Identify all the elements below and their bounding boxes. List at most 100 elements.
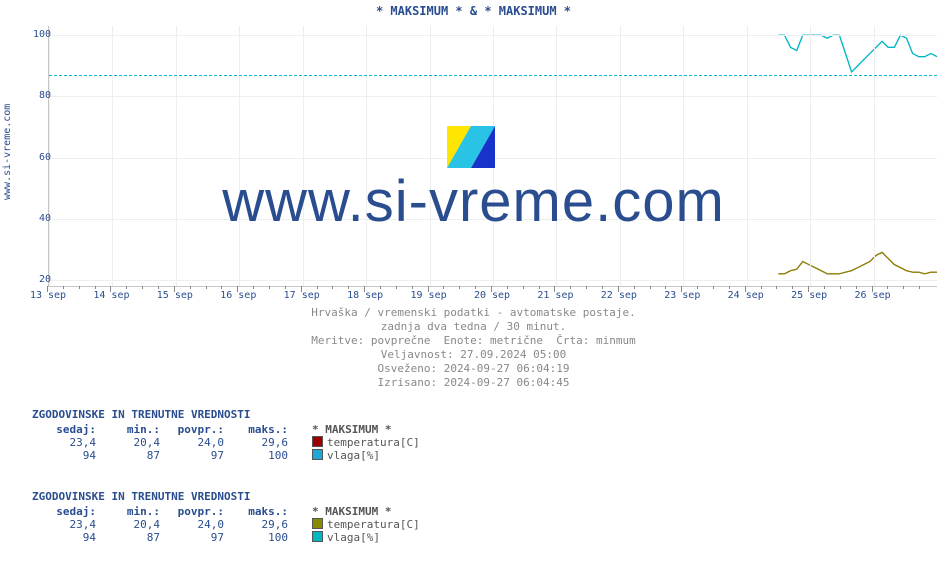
y-tick-label: 60 (11, 152, 51, 163)
legend-swatch-icon (312, 449, 323, 460)
stats-col-header: maks.: (224, 505, 288, 518)
meta-line-validity: Veljavnost: 27.09.2024 05:00 (0, 348, 947, 362)
stats-cell: 23,4 (32, 436, 96, 449)
x-minor-tick (142, 286, 143, 289)
stats-col-header: min.: (96, 505, 160, 518)
grid-vline (176, 26, 177, 286)
stats-cell: 100 (224, 449, 288, 462)
grid-vline (430, 26, 431, 286)
grid-vline (366, 26, 367, 286)
stats-cell: 94 (32, 449, 96, 462)
stats-cell: 23,4 (32, 518, 96, 531)
x-minor-tick (586, 286, 587, 289)
x-minor-tick (206, 286, 207, 289)
grid-vline (620, 26, 621, 286)
x-minor-tick (253, 286, 254, 289)
stats-table: sedaj:min.:povpr.:maks.:* MAKSIMUM *23,4… (32, 423, 420, 462)
x-tick-label: 24 sep (728, 290, 764, 301)
x-minor-tick (602, 286, 603, 289)
chart-plot-area (48, 26, 937, 287)
legend-title: * MAKSIMUM * (288, 423, 420, 436)
x-tick-label: 26 sep (855, 290, 891, 301)
x-tick-label: 21 sep (537, 290, 573, 301)
stats-col-header: povpr.: (160, 423, 224, 436)
x-minor-tick (396, 286, 397, 289)
legend-swatch-icon (312, 518, 323, 529)
x-minor-tick (459, 286, 460, 289)
x-tick-label: 20 sep (474, 290, 510, 301)
stats-heading: ZGODOVINSKE IN TRENUTNE VREDNOSTI (32, 490, 420, 503)
stats-table: sedaj:min.:povpr.:maks.:* MAKSIMUM *23,4… (32, 505, 420, 544)
x-minor-tick (840, 286, 841, 289)
stats-cell: 97 (160, 449, 224, 462)
x-minor-tick (697, 286, 698, 289)
series-temperatura_2 (778, 252, 937, 273)
x-minor-tick (761, 286, 762, 289)
x-minor-tick (79, 286, 80, 289)
x-minor-tick (713, 286, 714, 289)
stats-cell: 20,4 (96, 436, 160, 449)
chart-meta-block: Hrvaška / vremenski podatki - avtomatske… (0, 306, 947, 390)
x-minor-tick (824, 286, 825, 289)
x-minor-tick (285, 286, 286, 289)
table-row: 23,420,424,029,6temperatura[C] (32, 436, 420, 449)
x-tick-label: 17 sep (284, 290, 320, 301)
x-tick-label: 15 sep (157, 290, 193, 301)
x-minor-tick (126, 286, 127, 289)
grid-vline (303, 26, 304, 286)
x-minor-tick (380, 286, 381, 289)
x-tick-label: 23 sep (664, 290, 700, 301)
y-tick-label: 80 (11, 90, 51, 101)
x-minor-tick (332, 286, 333, 289)
stats-col-header: sedaj: (32, 423, 96, 436)
grid-vline (747, 26, 748, 286)
grid-vline (556, 26, 557, 286)
stats-col-header: maks.: (224, 423, 288, 436)
stats-heading: ZGODOVINSKE IN TRENUTNE VREDNOSTI (32, 408, 420, 421)
x-tick-label: 22 sep (601, 290, 637, 301)
x-minor-tick (412, 286, 413, 289)
x-minor-tick (190, 286, 191, 289)
x-minor-tick (650, 286, 651, 289)
x-tick-label: 25 sep (791, 290, 827, 301)
x-tick-label: 16 sep (220, 290, 256, 301)
x-minor-tick (792, 286, 793, 289)
stats-cell: 87 (96, 449, 160, 462)
x-tick-label: 18 sep (347, 290, 383, 301)
grid-vline (239, 26, 240, 286)
x-minor-tick (317, 286, 318, 289)
stats-cell: 24,0 (160, 436, 224, 449)
reference-line (49, 75, 937, 76)
meta-line-measures: Meritve: povprečne Enote: metrične Črta:… (0, 334, 947, 348)
x-minor-tick (856, 286, 857, 289)
x-minor-tick (443, 286, 444, 289)
y-tick-label: 20 (11, 274, 51, 285)
x-minor-tick (221, 286, 222, 289)
meta-line-source: Hrvaška / vremenski podatki - avtomatske… (0, 306, 947, 320)
x-tick-label: 13 sep (30, 290, 66, 301)
stats-cell: 100 (224, 531, 288, 544)
x-tick-label: 14 sep (93, 290, 129, 301)
x-tick-label: 19 sep (411, 290, 447, 301)
meta-line-refreshed: Osveženo: 2024-09-27 06:04:19 (0, 362, 947, 376)
x-minor-tick (665, 286, 666, 289)
legend-item: vlaga[%] (288, 449, 420, 462)
stats-cell: 24,0 (160, 518, 224, 531)
grid-vline (493, 26, 494, 286)
x-minor-tick (919, 286, 920, 289)
meta-line-period: zadnja dva tedna / 30 minut. (0, 320, 947, 334)
x-minor-tick (634, 286, 635, 289)
x-minor-tick (95, 286, 96, 289)
legend-swatch-icon (312, 436, 323, 447)
stats-section-0: ZGODOVINSKE IN TRENUTNE VREDNOSTI sedaj: m… (32, 408, 420, 462)
table-row: 948797100vlaga[%] (32, 449, 420, 462)
legend-title: * MAKSIMUM * (288, 505, 420, 518)
legend-item: temperatura[C] (288, 518, 420, 531)
legend-item: vlaga[%] (288, 531, 420, 544)
y-tick-label: 100 (11, 29, 51, 40)
x-minor-tick (475, 286, 476, 289)
table-row: 23,420,424,029,6temperatura[C] (32, 518, 420, 531)
x-minor-tick (776, 286, 777, 289)
stats-col-header: sedaj: (32, 505, 96, 518)
legend-swatch-icon (312, 531, 323, 542)
